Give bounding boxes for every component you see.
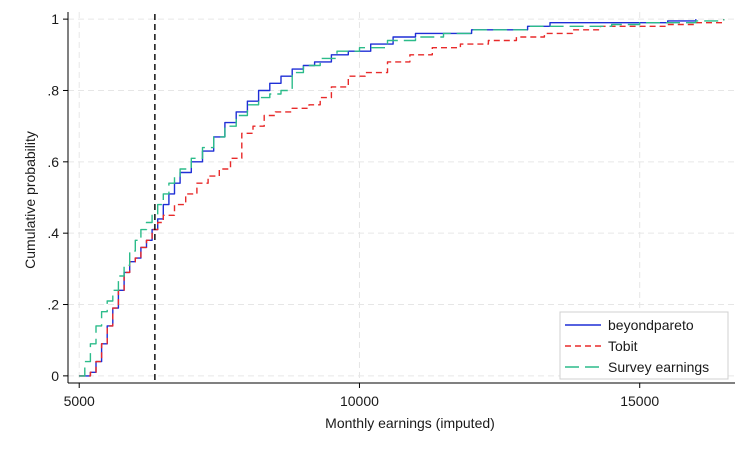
y-tick-label: .4 xyxy=(47,225,59,241)
y-tick-label: .2 xyxy=(47,297,59,313)
legend-label: Tobit xyxy=(608,338,638,354)
y-tick-label: 1 xyxy=(51,11,59,27)
legend: beyondpareto Tobit Survey earnings xyxy=(559,311,729,380)
y-tick-label: .6 xyxy=(47,154,59,170)
series-lines xyxy=(79,19,725,377)
legend-label: beyondpareto xyxy=(608,317,694,333)
x-tick-label: 15000 xyxy=(620,393,659,409)
x-axis-label: Monthly earnings (imputed) xyxy=(325,415,495,431)
grid xyxy=(68,12,735,383)
y-tick-label: 0 xyxy=(51,368,59,384)
x-tick-label: 5000 xyxy=(64,393,95,409)
y-tick-label: .8 xyxy=(47,82,59,98)
legend-label: Survey earnings xyxy=(608,359,709,375)
x-tick-label: 10000 xyxy=(340,393,379,409)
series-line-survey-earnings xyxy=(79,19,725,377)
series-line-tobit xyxy=(79,19,725,377)
y-axis-label: Cumulative probability xyxy=(22,131,38,269)
